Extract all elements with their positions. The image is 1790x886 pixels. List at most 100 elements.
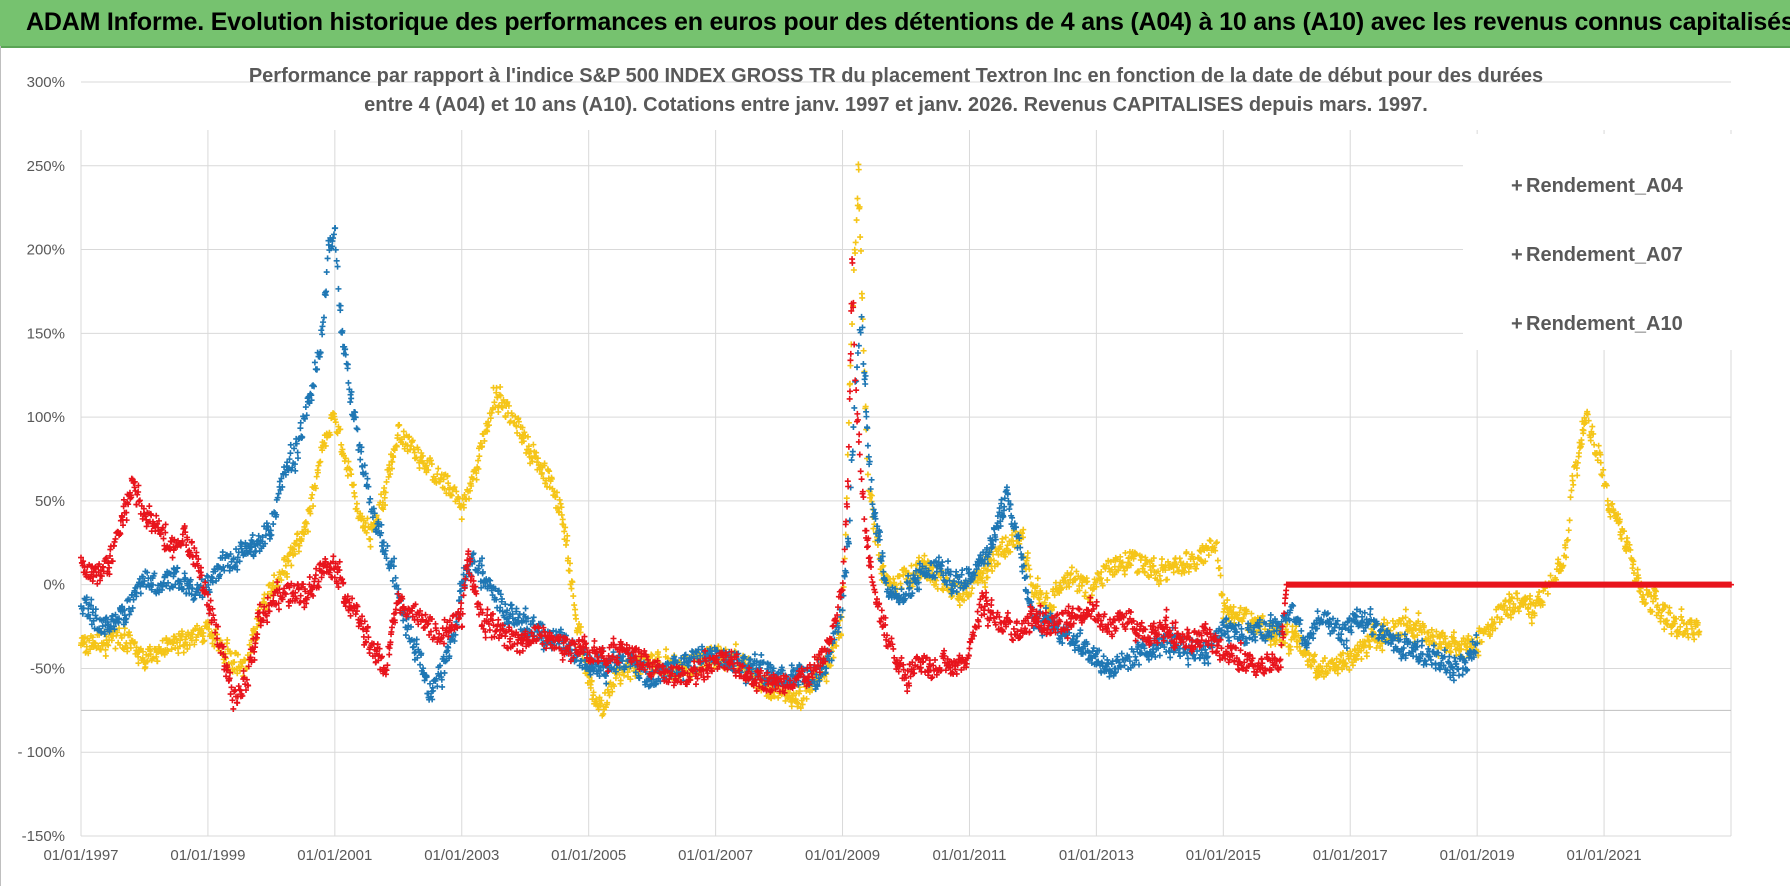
point-rendement-a07 bbox=[851, 404, 858, 411]
point-rendement-a04 bbox=[391, 447, 398, 454]
point-rendement-a04 bbox=[515, 418, 522, 425]
point-rendement-a04 bbox=[118, 634, 125, 641]
banner: ADAM Informe. Evolution historique des p… bbox=[0, 0, 1790, 48]
point-rendement-a07 bbox=[320, 319, 327, 326]
point-rendement-a04 bbox=[425, 466, 432, 473]
point-rendement-a07 bbox=[294, 455, 301, 462]
point-rendement-a04 bbox=[520, 438, 527, 445]
point-rendement-a07 bbox=[1167, 654, 1174, 661]
point-rendement-a07 bbox=[898, 586, 905, 593]
point-rendement-a04 bbox=[139, 648, 146, 655]
point-rendement-a07 bbox=[1184, 655, 1191, 662]
point-rendement-a04 bbox=[533, 449, 540, 456]
point-rendement-a04 bbox=[1363, 653, 1370, 660]
point-rendement-a04 bbox=[997, 543, 1004, 550]
point-rendement-a04 bbox=[1349, 662, 1356, 669]
point-rendement-a04 bbox=[472, 467, 479, 474]
point-rendement-a04 bbox=[473, 476, 480, 483]
point-rendement-a04 bbox=[481, 437, 488, 444]
point-rendement-a04 bbox=[83, 643, 90, 650]
point-rendement-a07 bbox=[1185, 661, 1192, 668]
point-rendement-a04 bbox=[855, 166, 862, 173]
point-rendement-a07 bbox=[1100, 653, 1107, 660]
point-rendement-a04 bbox=[121, 625, 128, 632]
point-rendement-a04 bbox=[572, 606, 579, 613]
point-rendement-a04 bbox=[388, 465, 395, 472]
point-rendement-a04 bbox=[505, 402, 512, 409]
point-rendement-a04 bbox=[893, 581, 900, 588]
point-rendement-a04 bbox=[270, 579, 277, 586]
point-rendement-a04 bbox=[999, 535, 1006, 542]
point-rendement-a07 bbox=[208, 573, 215, 580]
point-rendement-a10 bbox=[112, 535, 119, 542]
point-rendement-a04 bbox=[597, 702, 604, 709]
point-rendement-a04 bbox=[238, 663, 245, 670]
point-rendement-a07 bbox=[324, 255, 331, 262]
point-rendement-a04 bbox=[475, 465, 482, 472]
point-rendement-a10 bbox=[330, 553, 337, 560]
point-rendement-a04 bbox=[852, 250, 859, 257]
chart-frame: 300% 250% 200% 150% 100% 50% 0% -50% - 100% -150%… bbox=[0, 46, 1790, 886]
point-rendement-a04 bbox=[319, 447, 326, 454]
point-rendement-a07 bbox=[1314, 608, 1321, 615]
point-rendement-a04 bbox=[309, 491, 316, 498]
point-rendement-a04 bbox=[862, 403, 869, 410]
point-rendement-a04 bbox=[833, 642, 840, 649]
point-rendement-a04 bbox=[1185, 568, 1192, 575]
point-rendement-a04 bbox=[913, 562, 920, 569]
point-rendement-a04 bbox=[108, 637, 115, 644]
point-rendement-a04 bbox=[351, 493, 358, 500]
point-rendement-a04 bbox=[246, 641, 253, 648]
point-rendement-a07 bbox=[292, 467, 299, 474]
point-rendement-a04 bbox=[192, 625, 199, 632]
point-rendement-a04 bbox=[278, 577, 285, 584]
point-rendement-a07 bbox=[287, 441, 294, 448]
point-rendement-a04 bbox=[538, 469, 545, 476]
point-rendement-a07 bbox=[1003, 484, 1010, 491]
point-rendement-a04 bbox=[135, 660, 142, 667]
point-rendement-a04 bbox=[1544, 590, 1551, 597]
point-rendement-a04 bbox=[847, 362, 854, 369]
point-rendement-a04 bbox=[611, 683, 618, 690]
point-rendement-a04 bbox=[916, 554, 923, 561]
point-rendement-a04 bbox=[306, 505, 313, 512]
point-rendement-a07 bbox=[320, 314, 327, 321]
point-rendement-a04 bbox=[565, 555, 572, 562]
point-rendement-a04 bbox=[1568, 487, 1575, 494]
point-rendement-a04 bbox=[432, 475, 439, 482]
point-rendement-a04 bbox=[271, 572, 278, 579]
point-rendement-a04 bbox=[466, 495, 473, 502]
point-rendement-a07 bbox=[357, 456, 364, 463]
point-rendement-a04 bbox=[588, 677, 595, 684]
point-rendement-a04 bbox=[984, 566, 991, 573]
point-rendement-a04 bbox=[542, 480, 549, 487]
point-rendement-a04 bbox=[493, 384, 500, 391]
point-rendement-a04 bbox=[409, 437, 416, 444]
point-rendement-a04 bbox=[598, 697, 605, 704]
point-rendement-a07 bbox=[751, 651, 758, 658]
point-rendement-a07 bbox=[1459, 671, 1466, 678]
point-rendement-a04 bbox=[344, 472, 351, 479]
point-rendement-a04 bbox=[809, 687, 816, 694]
point-rendement-a04 bbox=[184, 645, 191, 652]
point-rendement-a04 bbox=[382, 502, 389, 509]
point-rendement-a04 bbox=[428, 461, 435, 468]
point-rendement-a04 bbox=[443, 490, 450, 497]
point-rendement-a04 bbox=[1034, 575, 1041, 582]
point-rendement-a04 bbox=[732, 641, 739, 648]
point-rendement-a04 bbox=[217, 637, 224, 644]
point-rendement-a04 bbox=[437, 478, 444, 485]
point-rendement-a04 bbox=[1668, 630, 1675, 637]
point-rendement-a04 bbox=[99, 642, 106, 649]
point-rendement-a07 bbox=[1367, 611, 1374, 618]
point-rendement-a04 bbox=[445, 480, 452, 487]
point-rendement-a07 bbox=[334, 263, 341, 270]
point-rendement-a04 bbox=[606, 692, 613, 699]
point-rendement-a04 bbox=[1536, 589, 1543, 596]
point-rendement-a04 bbox=[502, 414, 509, 421]
point-rendement-a04 bbox=[1002, 534, 1009, 541]
point-rendement-a04 bbox=[797, 705, 804, 712]
point-rendement-a04 bbox=[476, 453, 483, 460]
point-rendement-a04 bbox=[381, 494, 388, 501]
point-rendement-a04 bbox=[112, 645, 119, 652]
